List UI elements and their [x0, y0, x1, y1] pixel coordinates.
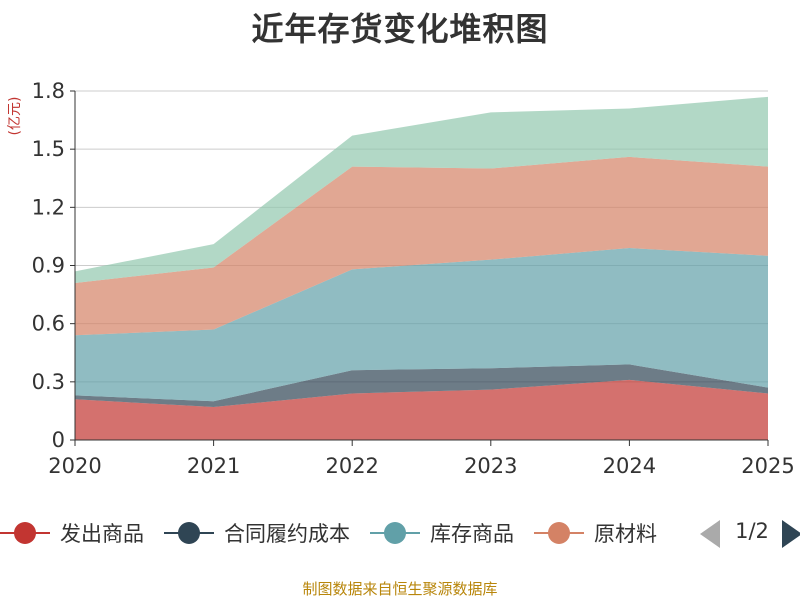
legend-marker-icon: [370, 520, 420, 546]
y-tick-label: 0.6: [32, 312, 65, 336]
x-tick-label: 2023: [464, 454, 517, 478]
y-tick-label: 0: [52, 428, 65, 452]
legend-next-page-button[interactable]: [782, 520, 800, 548]
x-tick-label: 2022: [325, 454, 378, 478]
chart-title: 近年存货变化堆积图: [251, 10, 549, 48]
legend-page-indicator: 1/2: [735, 519, 769, 543]
legend-item-1[interactable]: 发出商品: [0, 510, 144, 556]
source-note: 制图数据来自恒生聚源数据库: [302, 580, 498, 598]
area-series-3[interactable]: [75, 248, 768, 402]
legend-label: 原材料: [594, 522, 657, 546]
legend-marker-icon: [0, 520, 50, 546]
y-tick-label: 1.8: [32, 79, 65, 103]
y-tick-label: 1.2: [32, 195, 65, 219]
area-series-1[interactable]: [75, 379, 768, 440]
y-axis-unit-label: (亿元): [7, 97, 23, 136]
legend-items: 发出商品 合同履约成本 库存商品 原材料: [0, 510, 684, 560]
y-tick-label: 1.5: [32, 137, 65, 161]
legend-label: 发出商品: [60, 522, 144, 546]
area-series-2[interactable]: [75, 364, 768, 408]
legend-item-2[interactable]: 合同履约成本: [164, 510, 350, 556]
y-tick-label: 0.9: [32, 254, 65, 278]
x-tick-label: 2021: [187, 454, 240, 478]
legend-label: 库存商品: [430, 522, 514, 546]
x-tick-label: 2025: [741, 454, 794, 478]
legend-item-3[interactable]: 库存商品: [370, 510, 514, 556]
x-tick-label: 2024: [603, 454, 656, 478]
legend-marker-icon: [164, 520, 214, 546]
area-series-4[interactable]: [75, 156, 768, 336]
legend-prev-page-button[interactable]: [700, 520, 720, 548]
legend-item-4[interactable]: 原材料: [534, 510, 657, 556]
x-tick-label: 2020: [48, 454, 101, 478]
area-series: [75, 96, 768, 440]
area-series-5[interactable]: [75, 96, 768, 283]
axes: 0 0.3 0.6 0.9 1.2 1.5 1.8 2020 2021 2022 2023 2024 2…: [32, 79, 795, 478]
y-tick-label: 0.3: [32, 370, 65, 394]
legend-label: 合同履约成本: [224, 522, 350, 546]
legend-marker-icon: [534, 520, 584, 546]
legend: 发出商品 合同履约成本 库存商品 原材料: [0, 510, 800, 560]
